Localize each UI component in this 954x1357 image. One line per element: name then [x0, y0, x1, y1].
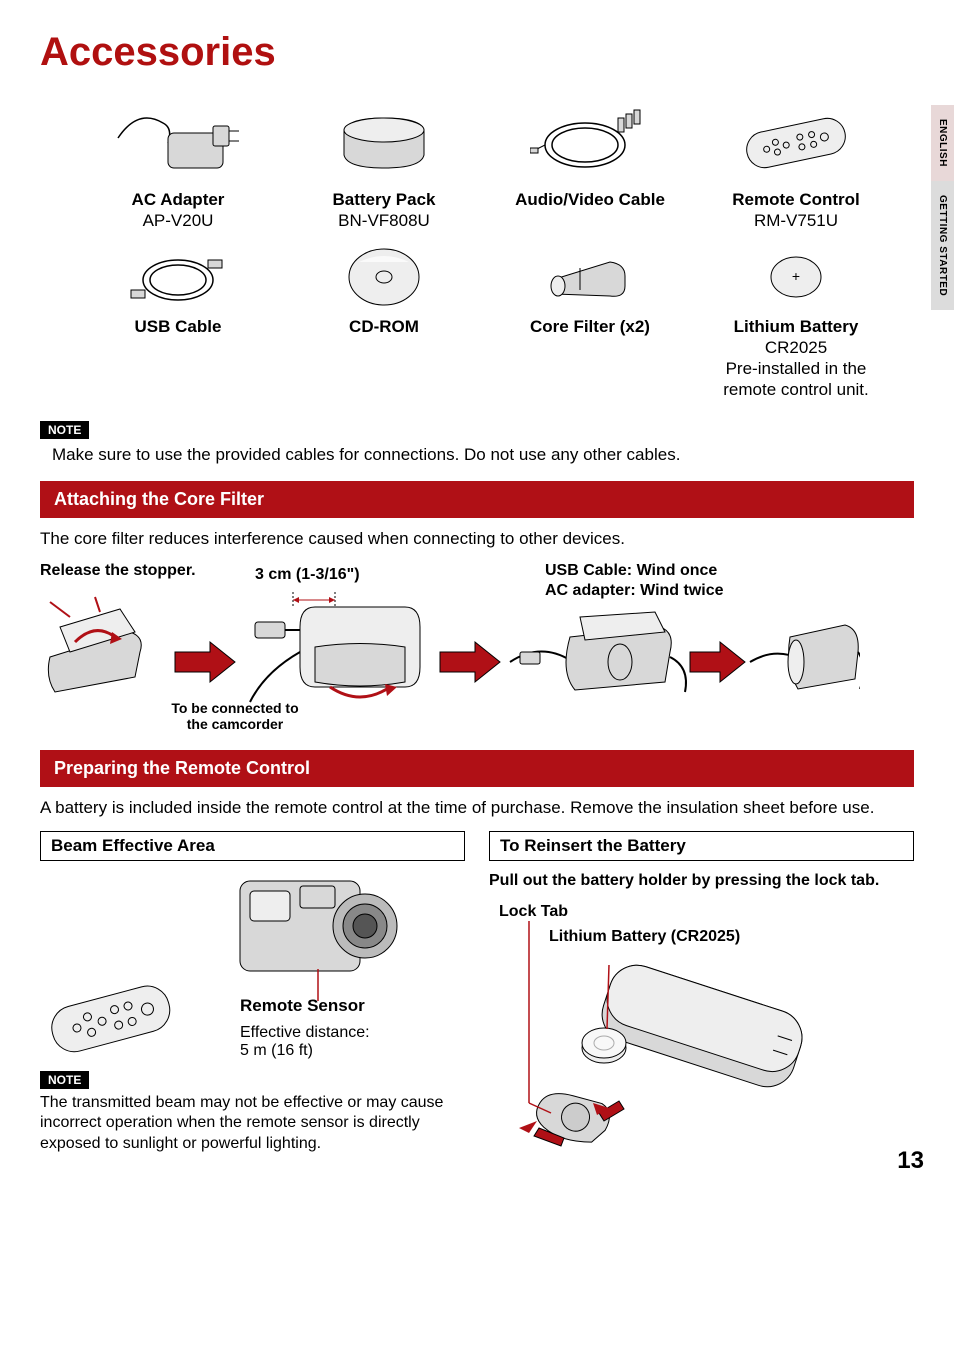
note-badge: NOTE: [40, 421, 89, 439]
remote-icon: [731, 100, 861, 180]
tab-getting-started: GETTING STARTED: [931, 181, 954, 310]
reinsert-heading: To Reinsert the Battery: [489, 831, 914, 861]
lithium-name: Lithium Battery: [734, 317, 859, 336]
lithium-model: CR2025: [765, 338, 827, 357]
remote-intro: A battery is included inside the remote …: [40, 797, 914, 819]
ac-adapter-model: AP-V20U: [143, 211, 214, 230]
cdrom-name: CD-ROM: [349, 317, 419, 336]
acc-usb: USB Cable: [80, 242, 276, 401]
remote-name: Remote Control: [732, 190, 860, 209]
svg-text:+: +: [792, 268, 800, 284]
distance-label: Effective distance:: [240, 1024, 370, 1042]
acc-battery: Battery Pack BN-VF808U: [286, 95, 482, 232]
cdrom-icon: [339, 242, 429, 312]
core-filter-icon: [540, 244, 640, 309]
section-filter-title: Attaching the Core Filter: [40, 481, 914, 518]
usb-cable-icon: [123, 242, 233, 312]
acc-cdrom: CD-ROM: [286, 242, 482, 401]
remote-sensor-label: Remote Sensor: [240, 996, 370, 1016]
acc-av-cable: Audio/Video Cable: [492, 95, 688, 232]
acc-core-filter: Core Filter (x2): [492, 242, 688, 401]
col-reinsert: To Reinsert the Battery Pull out the bat…: [489, 831, 914, 1164]
page-number: 13: [897, 1147, 924, 1175]
note-1: NOTE Make sure to use the provided cable…: [40, 421, 914, 465]
note-1-text: Make sure to use the provided cables for…: [52, 445, 914, 465]
reinsert-text: Pull out the battery holder by pressing …: [489, 872, 879, 889]
col-beam: Beam Effective Area: [40, 831, 465, 1164]
acc-lithium: + Lithium Battery CR2025 Pre-installed in …: [698, 242, 894, 401]
lithium-icon: +: [761, 249, 831, 304]
side-tabs: ENGLISH GETTING STARTED: [931, 105, 954, 310]
filter-diagram: Release the stopper. 3 cm (1-3/16") USB …: [40, 562, 914, 742]
battery-model: BN-VF808U: [338, 211, 430, 230]
av-cable-name: Audio/Video Cable: [515, 190, 665, 209]
core-filter-name: Core Filter (x2): [530, 317, 650, 336]
battery-name: Battery Pack: [332, 190, 435, 209]
filter-intro: The core filter reduces interference cau…: [40, 528, 914, 550]
tab-english: ENGLISH: [931, 105, 954, 181]
av-cable-icon: [530, 100, 650, 180]
accessories-grid: AC Adapter AP-V20U Battery Pack BN-VF808U: [80, 95, 894, 401]
ac-adapter-icon: [113, 98, 243, 183]
beam-heading: Beam Effective Area: [40, 831, 465, 861]
usb-name: USB Cable: [135, 317, 222, 336]
battery-icon: [329, 100, 439, 180]
lithium-extra: Pre-installed in the remote control unit…: [723, 359, 869, 399]
distance-value: 5 m (16 ft): [240, 1042, 370, 1060]
page-title: Accessories: [40, 30, 914, 75]
section-remote-title: Preparing the Remote Control: [40, 750, 914, 787]
lithium-label: Lithium Battery (CR2025): [549, 927, 740, 946]
lock-tab-label: Lock Tab: [499, 903, 568, 921]
remote-model: RM-V751U: [754, 211, 838, 230]
acc-remote: Remote Control RM-V751U: [698, 95, 894, 232]
note-badge-2: NOTE: [40, 1071, 89, 1089]
beam-note: The transmitted beam may not be effectiv…: [40, 1093, 465, 1155]
acc-ac-adapter: AC Adapter AP-V20U: [80, 95, 276, 232]
ac-adapter-name: AC Adapter: [132, 190, 225, 209]
